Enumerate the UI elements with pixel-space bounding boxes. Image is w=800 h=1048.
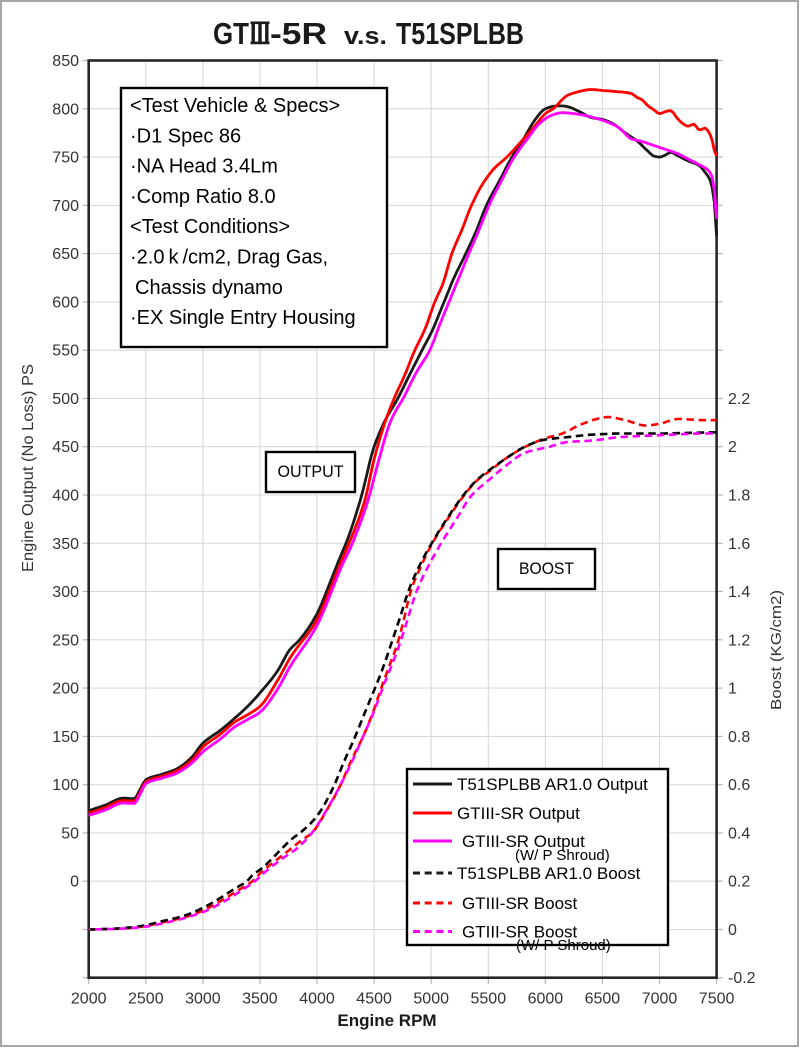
svg-text:0.6: 0.6 — [728, 777, 750, 794]
svg-text:·Comp Ratio 8.0: ·Comp Ratio 8.0 — [130, 186, 276, 208]
svg-text:1.2: 1.2 — [728, 632, 750, 649]
svg-text:2000: 2000 — [71, 991, 107, 1008]
svg-text:OUTPUT: OUTPUT — [278, 462, 344, 481]
svg-text:200: 200 — [52, 681, 79, 698]
svg-text:GTIII-SR Output: GTIII-SR Output — [457, 804, 580, 823]
svg-text:T51SPLBB AR1.0 Boost: T51SPLBB AR1.0 Boost — [457, 864, 641, 883]
svg-text:·NA Head 3.4Lm: ·NA Head 3.4Lm — [130, 156, 278, 178]
svg-text:600: 600 — [52, 294, 79, 311]
svg-text:Engine RPM: Engine RPM — [337, 1011, 436, 1030]
svg-text:GTIII-SR Output: GTIII-SR Output — [462, 832, 585, 851]
svg-text:GTIII-SR Boost: GTIII-SR Boost — [462, 894, 578, 913]
svg-text:1.6: 1.6 — [728, 536, 750, 553]
svg-text:300: 300 — [52, 584, 79, 601]
svg-text:Chassis dynamo: Chassis dynamo — [135, 277, 283, 299]
svg-text:550: 550 — [52, 343, 79, 360]
svg-text:5500: 5500 — [471, 991, 507, 1008]
svg-text:7000: 7000 — [642, 991, 678, 1008]
svg-text:-5R: -5R — [270, 16, 327, 51]
svg-text:750: 750 — [52, 150, 79, 167]
svg-text:·2.0 k /cm2, Drag Gas,: ·2.0 k /cm2, Drag Gas, — [130, 247, 328, 269]
svg-text:850: 850 — [52, 53, 79, 70]
svg-text:350: 350 — [52, 536, 79, 553]
svg-text:400: 400 — [52, 488, 79, 505]
svg-text:6500: 6500 — [585, 991, 621, 1008]
svg-text:<Test Conditions>: <Test Conditions> — [130, 216, 290, 238]
svg-text:(W/ P Shroud): (W/ P Shroud) — [515, 847, 610, 864]
svg-text:·D1 Spec 86: ·D1 Spec 86 — [130, 125, 241, 147]
svg-text:500: 500 — [52, 391, 79, 408]
svg-text:5000: 5000 — [413, 991, 449, 1008]
svg-text:250: 250 — [52, 632, 79, 649]
svg-text:-0.2: -0.2 — [728, 970, 756, 987]
svg-text:0.2: 0.2 — [728, 874, 750, 891]
svg-text:0: 0 — [70, 874, 79, 891]
svg-text:3000: 3000 — [185, 991, 221, 1008]
svg-text:0.8: 0.8 — [728, 729, 750, 746]
svg-text:2: 2 — [728, 439, 737, 456]
svg-text:650: 650 — [52, 246, 79, 263]
svg-text:GTIII-SR Boost: GTIII-SR Boost — [462, 923, 578, 942]
svg-text:T51SPLBB AR1.0 Output: T51SPLBB AR1.0 Output — [457, 775, 648, 794]
svg-text:0: 0 — [728, 922, 737, 939]
svg-text:GT: GT — [213, 16, 249, 51]
svg-text:7500: 7500 — [699, 991, 735, 1008]
svg-text:T51SPLBB: T51SPLBB — [396, 16, 524, 51]
svg-text:1.8: 1.8 — [728, 488, 750, 505]
svg-text:800: 800 — [52, 101, 79, 118]
svg-text:100: 100 — [52, 777, 79, 794]
svg-text:Engine Output (No Loss) PS: Engine Output (No Loss) PS — [20, 364, 37, 572]
svg-text:v.s.: v.s. — [344, 23, 387, 50]
svg-text:150: 150 — [52, 729, 79, 746]
svg-text:1.4: 1.4 — [728, 584, 750, 601]
svg-text:2.2: 2.2 — [728, 391, 750, 408]
svg-text:6000: 6000 — [528, 991, 564, 1008]
svg-text:·EX Single Entry Housing: ·EX Single Entry Housing — [130, 307, 356, 329]
svg-text:3500: 3500 — [242, 991, 278, 1008]
svg-text:700: 700 — [52, 198, 79, 215]
svg-text:Boost (KG/cm2): Boost (KG/cm2) — [768, 590, 785, 710]
svg-text:BOOST: BOOST — [519, 559, 574, 578]
svg-text:450: 450 — [52, 439, 79, 456]
svg-text:(W/ P Shroud): (W/ P Shroud) — [516, 937, 611, 954]
svg-text:4500: 4500 — [356, 991, 392, 1008]
svg-text:<Test Vehicle & Specs>: <Test Vehicle & Specs> — [130, 95, 340, 117]
svg-text:2500: 2500 — [128, 991, 164, 1008]
svg-text:0.4: 0.4 — [728, 825, 750, 842]
svg-text:50: 50 — [61, 825, 79, 842]
svg-text:1: 1 — [728, 681, 737, 698]
svg-text:4000: 4000 — [299, 991, 335, 1008]
